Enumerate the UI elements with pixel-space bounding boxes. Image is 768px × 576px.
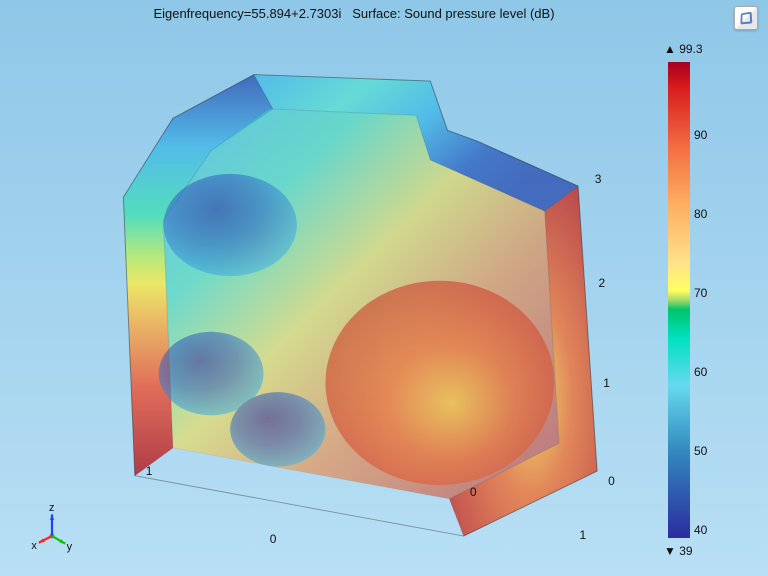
colorbar-gradient [668, 62, 690, 538]
surface-plot-svg [30, 30, 640, 550]
axis-tick: 3 [595, 172, 602, 186]
colorbar-tick: 50 [694, 444, 707, 458]
colorbar-ticks: 40 50 60 70 80 90 [694, 62, 724, 538]
z-axis-label: z [49, 502, 55, 514]
app-logo-icon [734, 6, 758, 30]
plot-title: Eigenfrequency=55.894+2.7303i Surface: S… [0, 6, 708, 21]
colorbar-tick: 60 [694, 365, 707, 379]
axis-tick: 2 [599, 276, 606, 290]
colorbar-tick: 40 [694, 523, 707, 537]
colorbar-min-label: ▼ 39 [664, 544, 693, 558]
surface-plot-3d[interactable]: 3 2 1 0 0 1 1 0 [30, 30, 640, 550]
y-axis-label: y [67, 541, 73, 553]
axis-tick: 0 [470, 485, 477, 499]
colorbar-tick: 80 [694, 207, 707, 221]
axis-tick: 1 [603, 376, 610, 390]
axis-tick: 0 [608, 474, 615, 488]
figure-canvas: Eigenfrequency=55.894+2.7303i Surface: S… [0, 0, 768, 576]
colorbar-max-label: ▲ 99.3 [664, 42, 703, 56]
z-axis-arrowhead-icon [50, 514, 54, 520]
axis-tick: 1 [579, 528, 586, 542]
axes-triad-svg: z x y [18, 492, 88, 562]
colorbar-tick: 90 [694, 128, 707, 142]
colorbar: ▲ 99.3 405060708090 ▼ 39 [668, 42, 728, 558]
colorbar-tick: 70 [694, 286, 707, 300]
axes-triad: z x y [18, 492, 88, 562]
axis-tick: 0 [270, 532, 277, 546]
axis-tick: 1 [146, 464, 153, 478]
x-axis-label: x [31, 540, 37, 552]
